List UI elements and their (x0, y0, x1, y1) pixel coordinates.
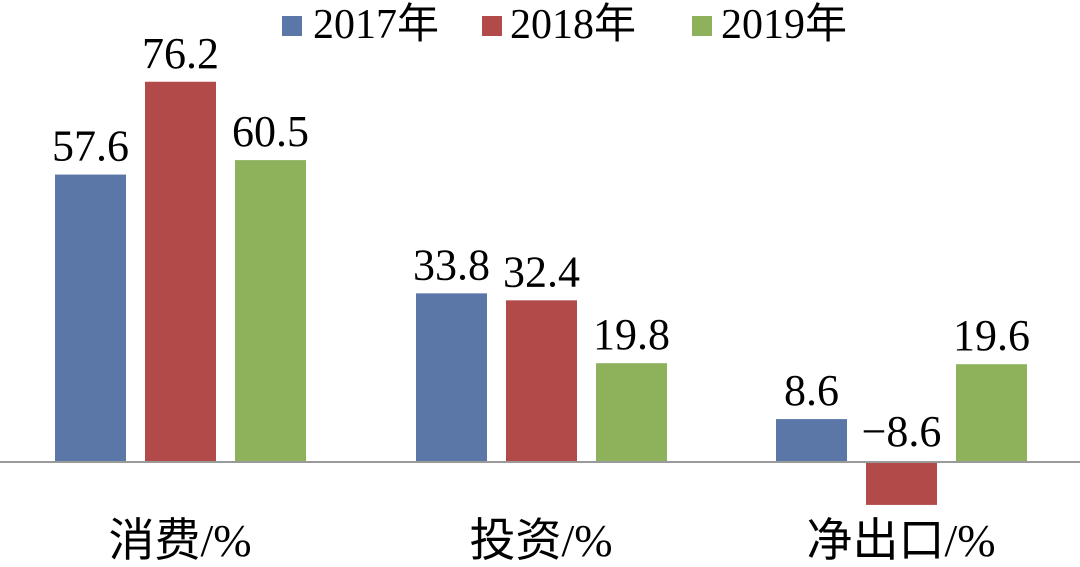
value-label-2-3: 19.8 (593, 310, 670, 359)
bar-3-3 (956, 364, 1027, 462)
bar-2-1 (416, 293, 487, 462)
value-label-2-2: 32.4 (503, 247, 580, 296)
legend-swatch-1 (282, 16, 302, 36)
bar-2-2 (506, 300, 577, 462)
bar-1-2 (145, 81, 216, 463)
legend-label-3: 2019年 (721, 1, 847, 48)
legend-swatch-2 (482, 16, 502, 36)
value-label-3-2: −8.6 (862, 407, 942, 456)
value-label-3-1: 8.6 (784, 366, 839, 415)
bar-3-2 (866, 462, 937, 505)
category-label-3: 净出口/% (806, 515, 995, 562)
legend-label-2: 2018年 (510, 1, 636, 48)
bar-3-1 (776, 419, 847, 462)
value-labels: 57.6 76.2 60.5 33.8 32.4 19.8 8.6 −8.619.6 (52, 29, 1030, 456)
value-label-1-3: 60.5 (232, 107, 309, 156)
value-label-3-3: 19.6 (953, 311, 1030, 360)
legend: 2017年 2018年 2019年 (282, 1, 847, 48)
legend-label-1: 2017年 (313, 1, 439, 48)
bar-2-3 (596, 363, 667, 462)
value-label-1-1: 57.6 (52, 122, 129, 171)
legend-swatch-3 (692, 16, 712, 36)
bar-1-1 (55, 174, 126, 463)
value-label-1-2: 76.2 (142, 29, 219, 78)
category-label-1: 消费/% (108, 515, 251, 562)
value-label-2-1: 33.8 (413, 240, 490, 289)
category-labels: 消费/% 投资/% 净出口/% (108, 515, 995, 566)
category-label-2: 投资/% (469, 515, 612, 562)
bar-1-3 (235, 160, 306, 463)
bars (55, 81, 1027, 505)
